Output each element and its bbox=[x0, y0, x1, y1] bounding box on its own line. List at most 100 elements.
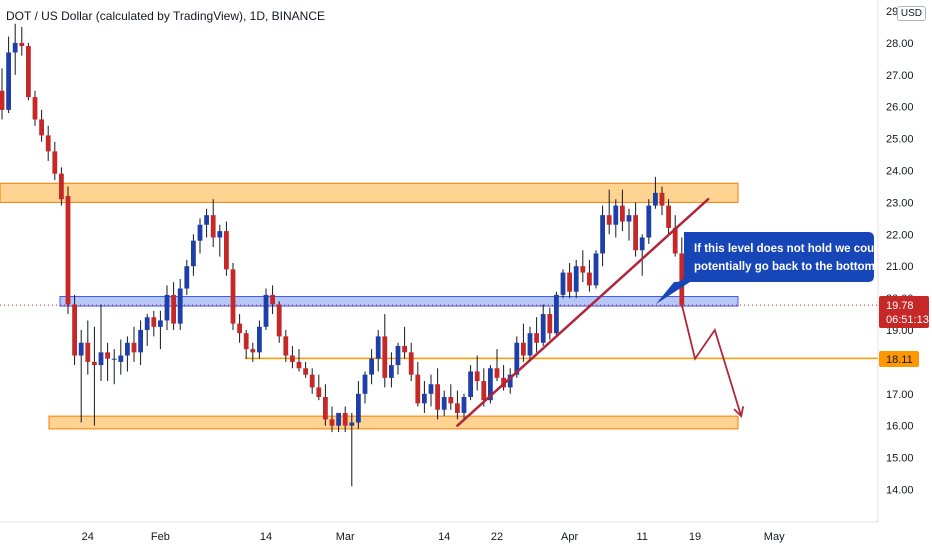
candle-body bbox=[72, 304, 77, 356]
price-tick-label: 15.00 bbox=[886, 453, 914, 465]
candle-body bbox=[98, 352, 104, 366]
candle-body bbox=[448, 396, 454, 404]
time-tick-label: Mar bbox=[336, 531, 355, 543]
candle-body bbox=[342, 412, 348, 426]
price-axis[interactable]: 14.0015.0016.0017.0018.0019.0020.0021.00… bbox=[886, 6, 914, 497]
candle-body bbox=[587, 272, 592, 286]
candle-body bbox=[217, 231, 223, 238]
candle-body bbox=[679, 253, 685, 306]
candle-body bbox=[395, 345, 401, 366]
candle-body bbox=[593, 253, 599, 286]
candle-body bbox=[270, 294, 275, 305]
candle-body bbox=[78, 342, 84, 356]
candle-body bbox=[441, 396, 447, 410]
price-tick-label: 22.00 bbox=[886, 229, 914, 241]
candle-body bbox=[435, 384, 440, 410]
candle-body bbox=[290, 355, 295, 362]
zones-layer bbox=[0, 182, 739, 430]
candle-body bbox=[620, 205, 625, 222]
candle-body bbox=[659, 192, 665, 206]
callout-shape bbox=[656, 232, 874, 304]
level-price-label: 18.11 bbox=[886, 354, 913, 366]
candle-body bbox=[118, 355, 124, 362]
candle-body bbox=[633, 215, 638, 251]
candle-body bbox=[369, 358, 374, 375]
candle-body bbox=[197, 224, 203, 241]
callout-line-2: potentially go back to the bottom bbox=[694, 261, 875, 273]
price-tick-label: 27.00 bbox=[886, 70, 914, 82]
candle-body bbox=[494, 368, 500, 378]
currency-button[interactable]: USD bbox=[896, 6, 926, 21]
candle-body bbox=[237, 323, 242, 334]
candle-body bbox=[92, 361, 97, 366]
candle-body bbox=[105, 352, 110, 359]
candle-body bbox=[336, 412, 341, 426]
candle-body bbox=[488, 368, 493, 401]
candle-body bbox=[184, 266, 190, 289]
candle-body bbox=[224, 231, 229, 270]
candle-body bbox=[52, 151, 58, 174]
overlays-layer bbox=[456, 197, 745, 427]
candle-body bbox=[26, 46, 31, 98]
annotation-callout[interactable]: If this level does not hold we could pot… bbox=[656, 232, 884, 304]
candle-body bbox=[257, 326, 262, 353]
candle-body bbox=[85, 342, 91, 362]
candle-body bbox=[59, 173, 64, 200]
time-tick-label: 19 bbox=[689, 531, 701, 543]
candle-body bbox=[125, 342, 130, 356]
price-tick-label: 28.00 bbox=[886, 38, 914, 50]
candle-body bbox=[323, 396, 328, 420]
price-tick-label: 17.00 bbox=[886, 389, 914, 401]
candle-body bbox=[408, 352, 414, 375]
candle-body bbox=[646, 205, 652, 238]
candle-body bbox=[362, 374, 368, 394]
candle-body bbox=[626, 215, 632, 222]
candle-body bbox=[65, 196, 71, 305]
candle-body bbox=[468, 371, 473, 397]
time-tick-label: 14 bbox=[260, 531, 272, 543]
candle-body bbox=[375, 336, 381, 359]
trendline bbox=[456, 197, 710, 427]
candle-body bbox=[672, 227, 678, 254]
candle-body bbox=[12, 42, 18, 53]
time-tick-label: 11 bbox=[636, 531, 647, 543]
candle-body bbox=[230, 269, 236, 324]
candle-body bbox=[613, 205, 619, 225]
candle-body bbox=[666, 205, 671, 228]
candle-body bbox=[151, 317, 157, 327]
price-tick-label: 24.00 bbox=[886, 166, 914, 178]
candle-body bbox=[507, 374, 513, 388]
candle-body bbox=[309, 374, 315, 388]
candle-body bbox=[422, 393, 427, 404]
level-line-layer bbox=[0, 304, 878, 360]
candle-body bbox=[164, 294, 170, 321]
countdown-label: 06:51:13 bbox=[886, 314, 929, 326]
candle-body bbox=[131, 342, 137, 353]
candle-body bbox=[653, 192, 658, 206]
current-price-badge bbox=[879, 296, 929, 328]
price-tick-label: 14.00 bbox=[886, 485, 914, 497]
projection-arrow bbox=[680, 304, 743, 417]
candle-body bbox=[0, 90, 5, 110]
candle-body bbox=[144, 317, 150, 330]
candle-body bbox=[111, 358, 117, 360]
candle-body bbox=[474, 371, 480, 382]
price-tick-label: 26.00 bbox=[886, 102, 914, 114]
candle-body bbox=[481, 381, 487, 401]
time-axis[interactable]: 24 Feb 14 Mar 14 22 Apr 11 19 May bbox=[82, 531, 785, 543]
current-price-label: 19.78 bbox=[886, 300, 914, 312]
time-tick-label: Feb bbox=[151, 531, 170, 543]
candle-body bbox=[521, 342, 526, 356]
candle-body bbox=[316, 387, 322, 397]
candle-body bbox=[455, 403, 460, 413]
candle-body bbox=[560, 272, 566, 295]
price-tick-label: 23.00 bbox=[886, 197, 914, 209]
candle-body bbox=[573, 266, 579, 292]
candle-body bbox=[296, 361, 302, 369]
price-badges: 19.78 06:51:13 18.11 bbox=[879, 296, 929, 367]
candle-body bbox=[243, 333, 249, 350]
candle-body bbox=[32, 97, 38, 120]
candle-body bbox=[547, 314, 553, 334]
candle-body bbox=[276, 304, 282, 337]
